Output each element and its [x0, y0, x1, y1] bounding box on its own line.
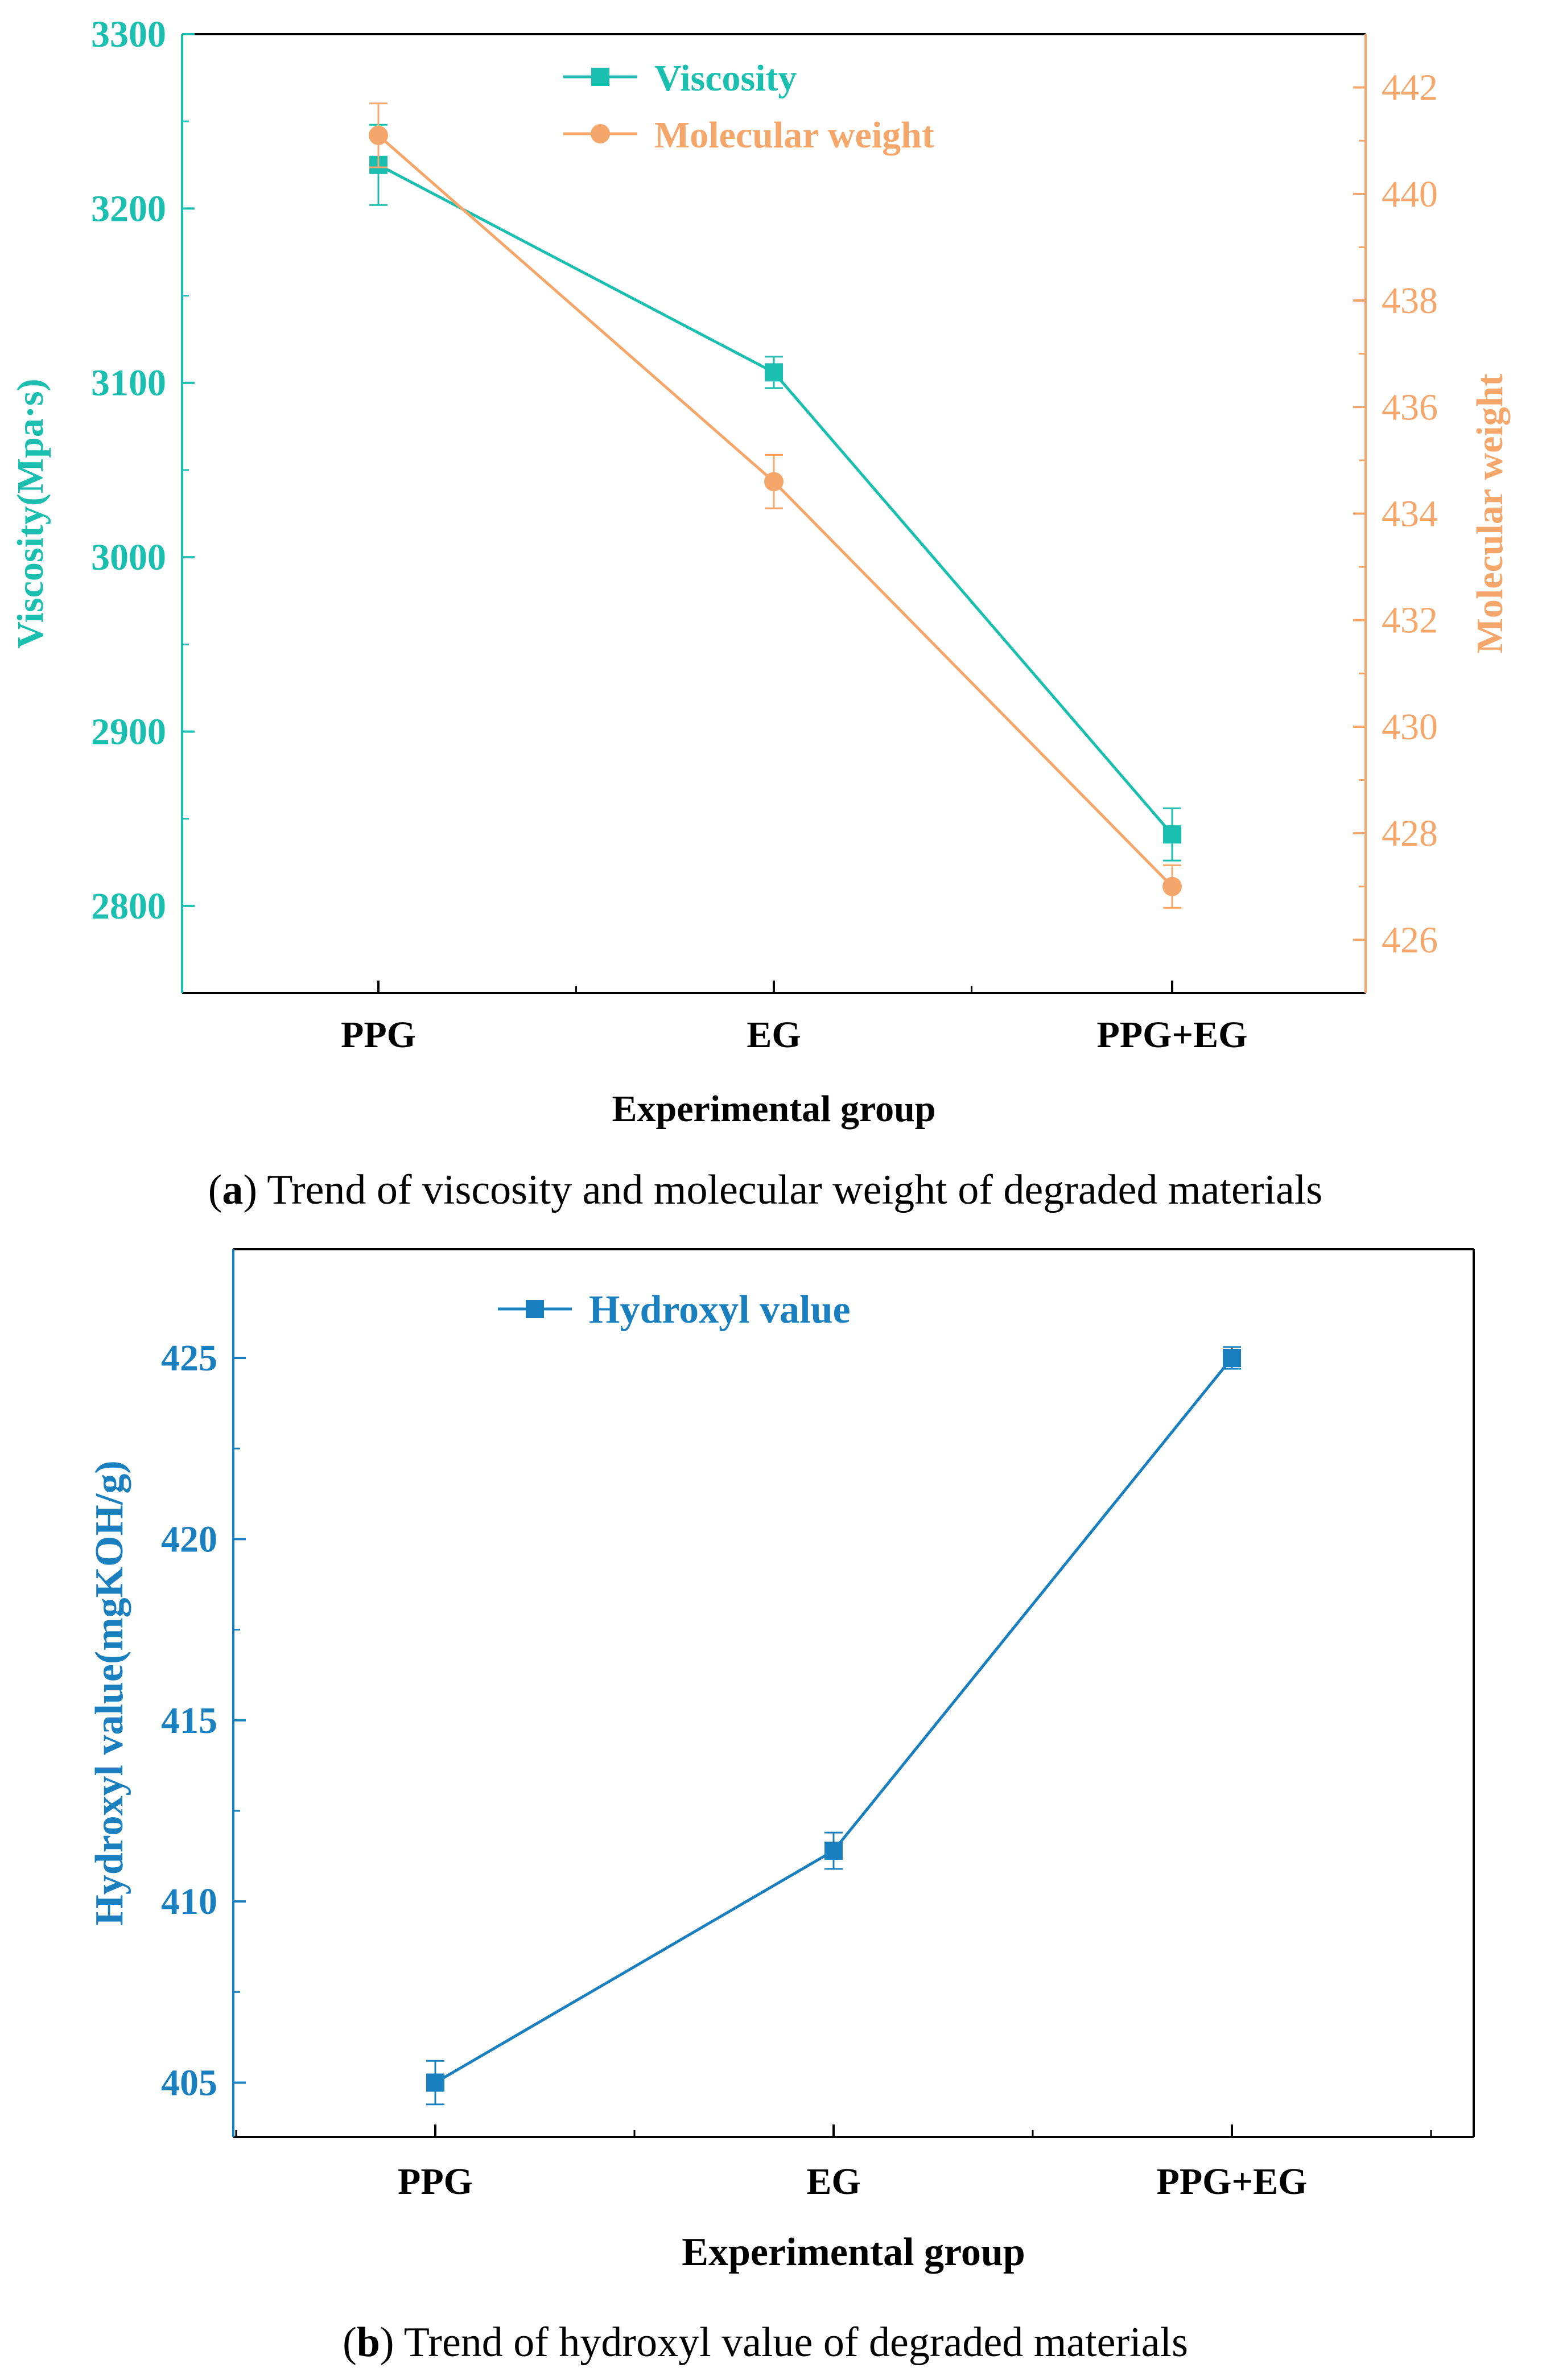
legend-marker: [591, 124, 610, 143]
y2-tick-label: 442: [1382, 67, 1438, 109]
data-point: [426, 2073, 444, 2092]
x-tick-label: PPG+EG: [1157, 2161, 1308, 2202]
chart-a: PPG EG PPG+EG Experimental group 2800 2900 300…: [10, 14, 1511, 1130]
legend-marker: [526, 1300, 544, 1318]
caption-a-label: a: [222, 1167, 243, 1213]
data-point: [369, 125, 388, 145]
y-tick-label: 425: [161, 1337, 217, 1379]
legend-label: Hydroxyl value: [589, 1288, 851, 1332]
data-point: [764, 472, 784, 492]
y-tick-label: 410: [161, 1881, 217, 1922]
x-tick-label: EG: [806, 2161, 860, 2202]
legend-label: Viscosity: [654, 57, 797, 99]
y-tick-label: 3200: [91, 188, 166, 229]
y-axis-label: Viscosity(Mpa·s): [10, 378, 51, 648]
series-line-0: [434, 1357, 1233, 2084]
series-line-0: [377, 163, 1173, 835]
y2-tick-label: 438: [1382, 280, 1438, 322]
y-tick-label: 3100: [91, 363, 166, 404]
caption-b: (b) Trend of hydroxyl value of degraded …: [343, 2319, 1188, 2366]
y-tick-label: 420: [161, 1518, 217, 1560]
series-line-1: [377, 134, 1173, 888]
x-tick-label: EG: [747, 1014, 801, 1056]
data-point: [1163, 825, 1181, 844]
y-tick-label: 2800: [91, 886, 166, 927]
y2-tick-label: 426: [1382, 919, 1438, 961]
data-point: [824, 1841, 843, 1860]
chart-b: PPG EG PPG+EG Experimental group 405 410 415 42…: [88, 1248, 1475, 2274]
legend-label: Molecular weight: [654, 114, 934, 156]
y2-tick-label: 434: [1382, 493, 1438, 535]
y2-axis-label: Molecular weight: [1469, 374, 1511, 654]
y2-tick-label: 428: [1382, 813, 1438, 854]
y2-tick-label: 432: [1382, 600, 1438, 641]
y-tick-label: 2900: [91, 711, 166, 752]
y2-tick-label: 440: [1382, 174, 1438, 215]
legend-marker: [591, 68, 609, 86]
caption-a-text: Trend of viscosity and molecular weight …: [267, 1167, 1322, 1213]
x-tick-label: PPG: [341, 1014, 416, 1056]
caption-a: (a) Trend of viscosity and molecular wei…: [208, 1167, 1322, 1213]
y-tick-label: 405: [161, 2062, 217, 2103]
data-point: [1162, 876, 1182, 896]
y-tick-label: 415: [161, 1700, 217, 1741]
y2-tick-label: 436: [1382, 386, 1438, 428]
y-axis-label: Hydroxyl value(mgKOH/g): [88, 1460, 131, 1925]
y2-tick-label: 430: [1382, 706, 1438, 748]
x-tick-label: PPG: [398, 2161, 473, 2202]
x-axis-label: Experimental group: [612, 1088, 936, 1130]
y-tick-label: 3300: [91, 14, 166, 55]
x-axis-label: Experimental group: [682, 2230, 1025, 2274]
caption-b-text: Trend of hydroxyl value of degraded mate…: [404, 2319, 1188, 2366]
x-tick-label: PPG+EG: [1097, 1014, 1248, 1056]
data-point: [1223, 1349, 1241, 1368]
data-point: [765, 363, 783, 382]
y-tick-label: 3000: [91, 537, 166, 578]
caption-b-label: b: [357, 2319, 380, 2366]
